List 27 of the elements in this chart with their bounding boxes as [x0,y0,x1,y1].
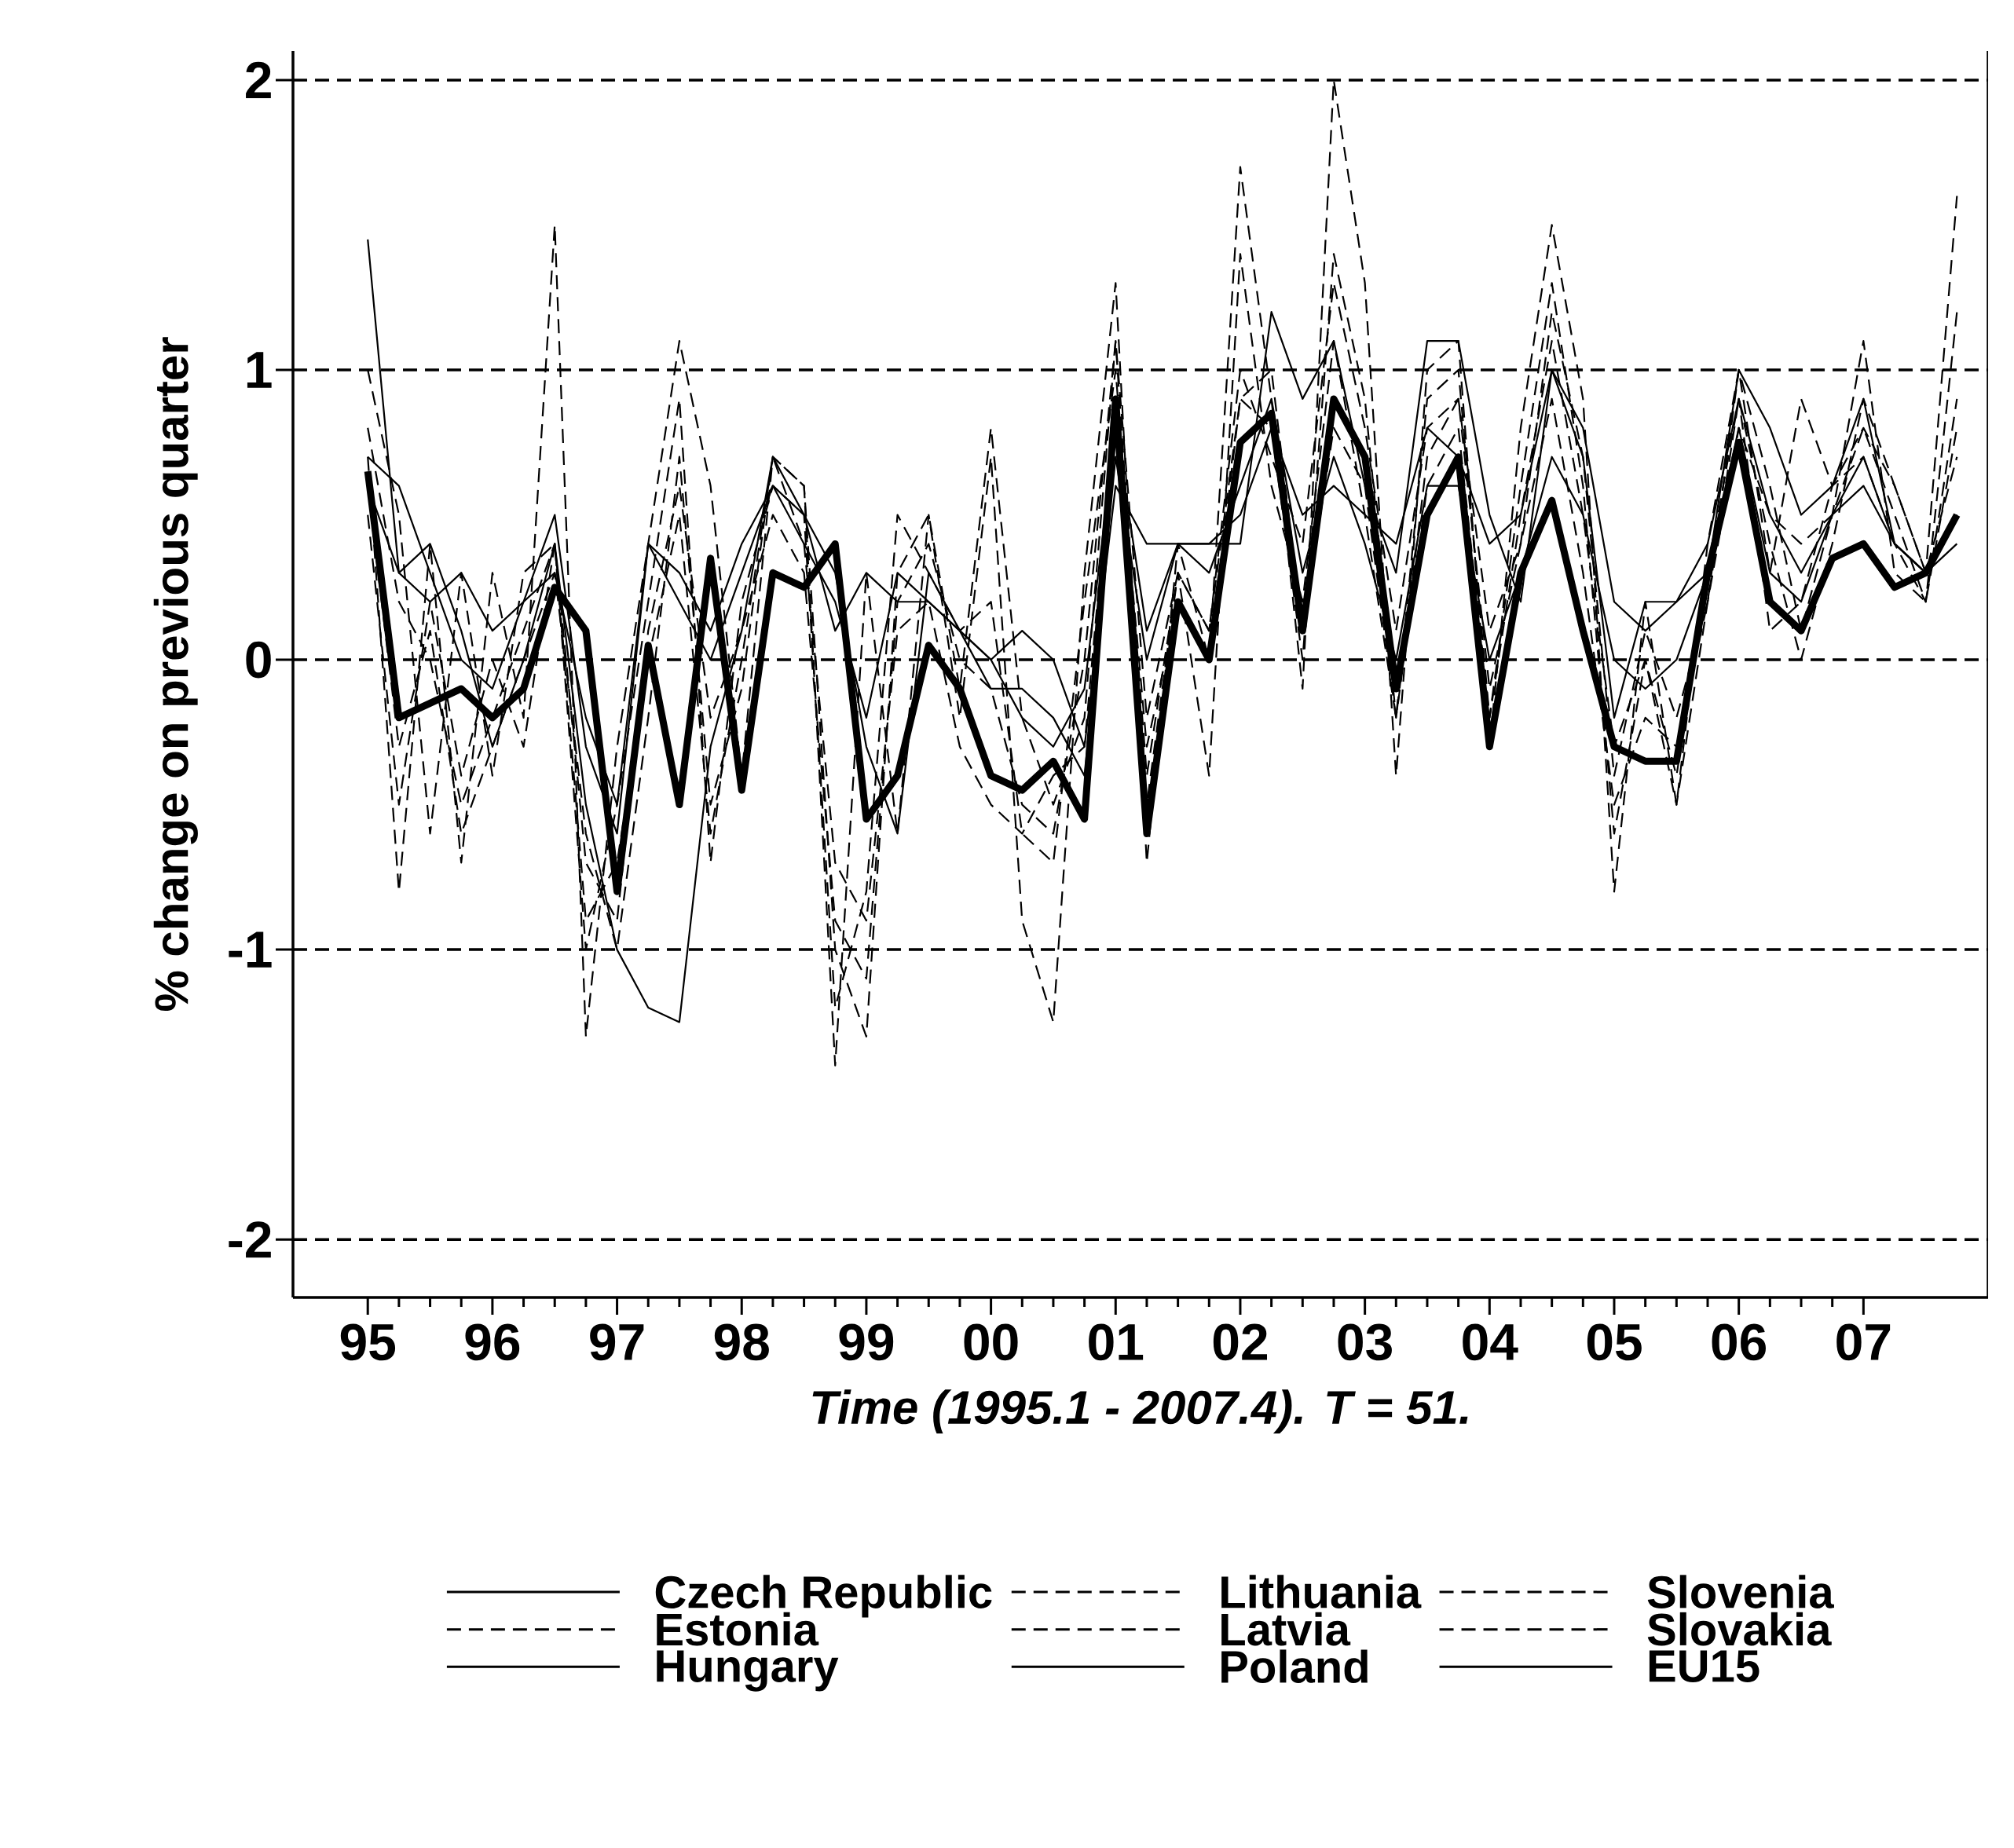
x-tick-label: 99 [839,1323,894,1361]
legend-label: Lithuania [1221,1575,1422,1608]
x-tick-label: 03 [1338,1323,1392,1361]
x-tick-label: 96 [465,1323,520,1361]
legend-label: Slovenia [1647,1575,1834,1608]
x-tick-label: 98 [714,1323,769,1361]
legend-label: EU15 [1649,1650,1760,1682]
legend-label: Poland [1221,1649,1368,1683]
legend-label: Slovakia [1647,1612,1832,1646]
x-tick-label: 04 [1463,1323,1518,1361]
y-axis-title: % change on previous quarter [153,337,198,1012]
x-tick-label: 95 [340,1323,396,1361]
x-axis-title: Time (1995.1 - 2007.4). T = 51. [812,1389,1468,1434]
y-tick-label: -2 [229,1221,271,1258]
x-tick-label: 97 [590,1323,644,1361]
legend-label: Latvia [1221,1612,1351,1646]
y-tick-label: 2 [246,61,271,98]
x-tick-label: 07 [1836,1323,1891,1361]
legend-label: Hungary [657,1650,839,1692]
y-tick-label: 0 [246,641,271,679]
x-tick-label: 02 [1213,1323,1268,1361]
y-tick-label: -1 [229,931,272,968]
x-tick-label: 05 [1587,1323,1642,1361]
x-tick-label: 06 [1712,1323,1766,1361]
y-tick-label: 1 [247,352,272,388]
x-tick-label: 00 [964,1323,1018,1361]
x-tick-label: 01 [1089,1323,1144,1361]
